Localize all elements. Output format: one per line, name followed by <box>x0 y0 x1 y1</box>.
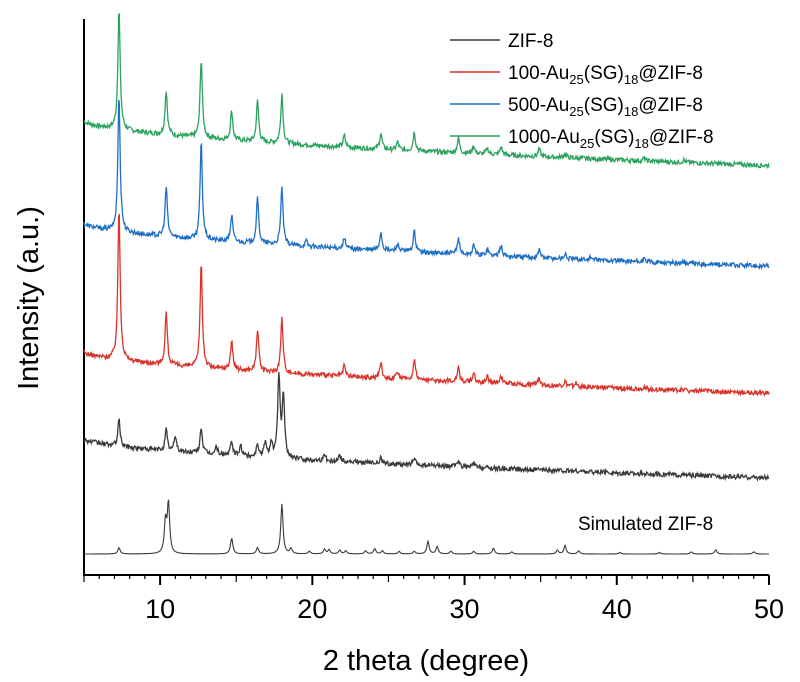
series-line-4 <box>84 499 769 555</box>
legend-label-part: 1000-Au <box>508 127 580 148</box>
x-tick-label: 30 <box>450 594 480 624</box>
legend-label-part: @ZIF-8 <box>638 63 703 84</box>
legend-label-2: 100-Au25(SG)18@ZIF-8 <box>508 63 703 87</box>
series-line-1 <box>83 99 770 271</box>
x-axis-title: 2 theta (degree) <box>323 645 529 677</box>
legend-label-part: 500-Au <box>508 95 569 116</box>
legend-label-part: 25 <box>580 136 594 151</box>
series-line-0 <box>83 13 770 170</box>
legend-label-part: @ZIF-8 <box>649 127 714 148</box>
legend-label-1: 500-Au25(SG)18@ZIF-8 <box>508 95 703 119</box>
x-tick-label: 40 <box>602 594 632 624</box>
series-line-2 <box>83 213 770 397</box>
legend-label-part: @ZIF-8 <box>638 95 703 116</box>
legend-label-part: (SG) <box>584 63 624 84</box>
x-tick-label: 10 <box>145 594 175 624</box>
plot-area: 10 20 30 40 50 Simulated ZIF-8 <box>83 13 784 624</box>
y-axis-title: Intensity (a.u.) <box>13 206 45 390</box>
legend-label-part: 100-Au <box>508 63 569 84</box>
legend-label-part: 18 <box>624 104 638 119</box>
legend: ZIF-8100-Au25(SG)18@ZIF-8500-Au25(SG)18@… <box>450 31 714 151</box>
legend-label-3: ZIF-8 <box>508 31 553 52</box>
legend-label-part: 25 <box>569 104 583 119</box>
series-layer <box>83 13 770 555</box>
legend-label-part: 25 <box>569 72 583 87</box>
simulated-annotation: Simulated ZIF-8 <box>578 514 713 535</box>
legend-label-part: (SG) <box>594 127 634 148</box>
x-tick-label: 20 <box>297 594 327 624</box>
legend-label-part: 18 <box>624 72 638 87</box>
legend-label-part: (SG) <box>584 95 624 116</box>
legend-label-part: ZIF-8 <box>508 31 553 52</box>
x-tick-label: 50 <box>754 594 784 624</box>
legend-label-part: 18 <box>634 136 648 151</box>
legend-label-0: 1000-Au25(SG)18@ZIF-8 <box>508 127 714 151</box>
series-line-3 <box>83 371 770 482</box>
x-ticks: 10 20 30 40 50 <box>83 575 784 624</box>
